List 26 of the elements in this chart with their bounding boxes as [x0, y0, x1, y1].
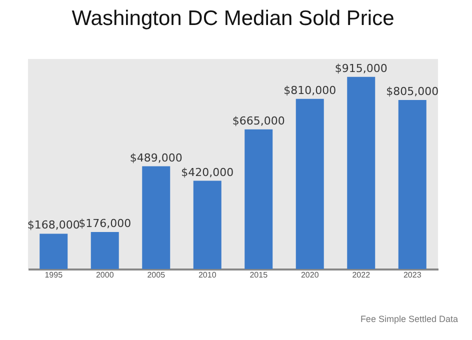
- bar: [193, 180, 222, 269]
- bar: [296, 98, 324, 269]
- bar: [90, 232, 119, 269]
- data-label: $489,000: [130, 151, 182, 164]
- x-tick-label: 2000: [96, 270, 114, 280]
- x-tick-label: 2020: [300, 270, 320, 280]
- bar: [142, 166, 170, 269]
- x-tick-label: 1995: [44, 270, 64, 280]
- data-label: $915,000: [334, 62, 388, 75]
- data-label: $810,000: [284, 84, 336, 97]
- data-label: $805,000: [386, 84, 439, 98]
- chart-title: Washington DC Median Sold Price: [72, 7, 394, 30]
- data-label: $176,000: [78, 217, 132, 230]
- bar: [40, 234, 68, 269]
- bar: [244, 129, 273, 269]
- x-tick-label: 2022: [352, 270, 371, 280]
- text: Fee Simple Settled Data: [360, 314, 458, 324]
- x-tick-label: 2023: [403, 270, 422, 280]
- data-label: $420,000: [181, 166, 234, 179]
- bar: [347, 76, 376, 269]
- x-tick-label: 2010: [198, 270, 217, 280]
- bar: [398, 100, 426, 269]
- data-label: $665,000: [232, 114, 285, 128]
- data-label: $168,000: [27, 218, 80, 232]
- x-tick-label: 2005: [147, 270, 166, 280]
- x-tick-label: 2015: [250, 270, 268, 280]
